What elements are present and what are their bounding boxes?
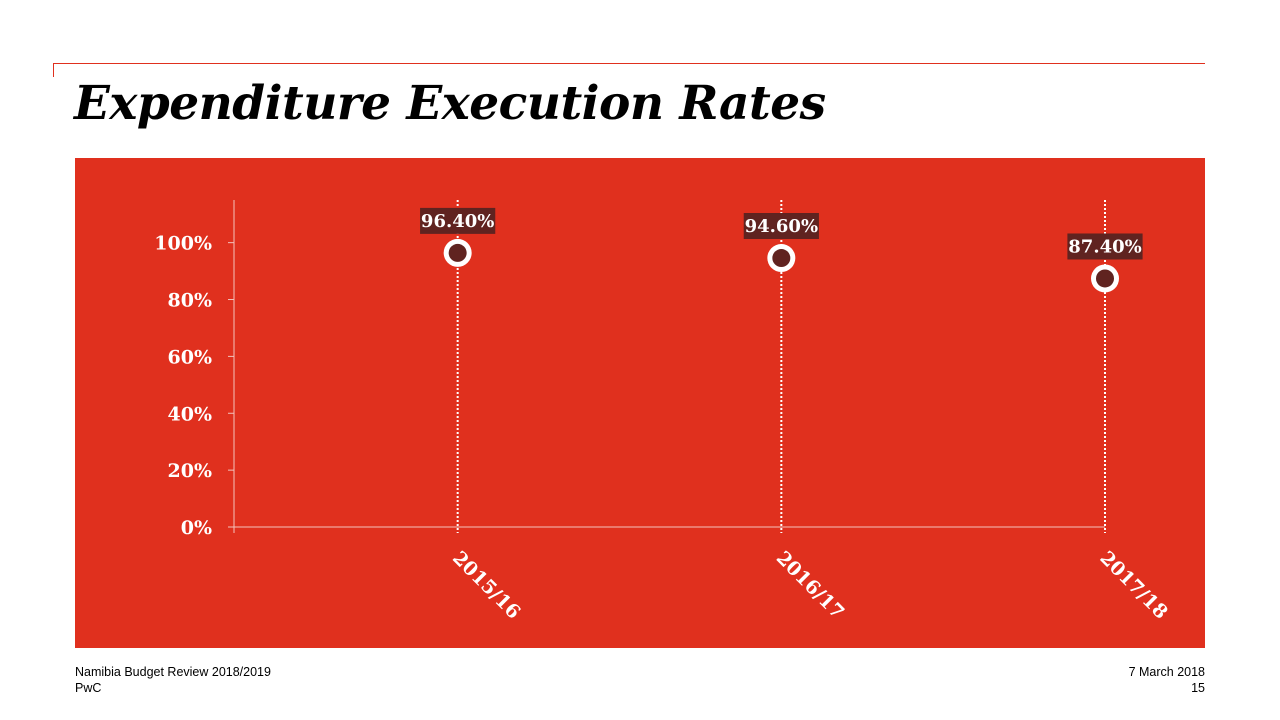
y-tick-label: 80% [168,290,213,312]
y-tick-label: 20% [168,460,213,482]
data-label-box [420,207,496,234]
slide-title: Expenditure Execution Rates [74,76,826,131]
chart-panel: 0% 20% 40% 60% 80% 100% 96.40% 2015/16 94.60% 201… [75,158,1205,648]
footer-company: PwC [75,681,102,695]
data-label-box [743,213,819,240]
y-tick-label: 100% [154,233,212,255]
footer-left: Namibia Budget Review 2018/2019 PwC [75,664,271,696]
y-tick-label: 40% [168,403,213,425]
data-label: 87.40% [1068,236,1141,257]
data-point [772,249,791,268]
execution-rate-chart: 0%20%40%60%80%100%96.40%2015/1694.60%201… [75,158,1205,648]
title-accent-rule [53,63,1205,77]
y-tick-label: 0% [181,517,212,539]
footer-page-number: 15 [1191,681,1205,695]
y-tick-label: 60% [168,346,213,368]
data-point [1096,269,1114,288]
chart-background [75,158,1205,648]
data-point [448,243,467,262]
data-label: 94.60% [745,216,818,237]
footer-date: 7 March 2018 [1128,665,1205,679]
footer-right: 7 March 2018 15 [1129,664,1205,696]
data-label: 96.40% [421,211,494,232]
footer-report-name: Namibia Budget Review 2018/2019 [75,665,271,679]
data-label-box [1067,233,1143,260]
